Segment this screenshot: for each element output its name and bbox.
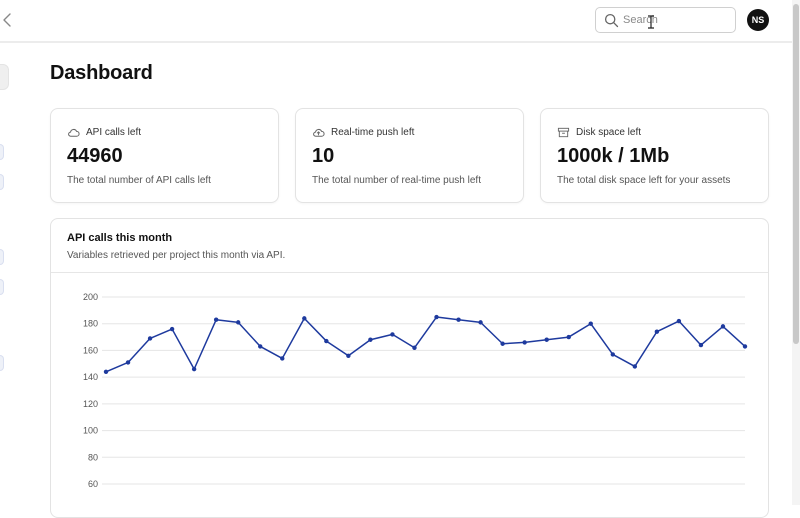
cloud-icon bbox=[68, 128, 80, 137]
archive-icon bbox=[557, 127, 570, 137]
data-point[interactable] bbox=[742, 344, 748, 349]
search-input[interactable] bbox=[623, 11, 728, 29]
data-point[interactable] bbox=[456, 317, 461, 322]
sidebar-item-active[interactable] bbox=[0, 64, 9, 90]
data-point[interactable] bbox=[478, 320, 483, 325]
data-point[interactable] bbox=[258, 344, 263, 349]
top-bar: NS bbox=[0, 0, 792, 43]
data-point[interactable] bbox=[500, 341, 505, 346]
data-point[interactable] bbox=[610, 352, 615, 357]
chart-card: API calls this month Variables retrieved… bbox=[50, 218, 769, 518]
data-point[interactable] bbox=[147, 336, 153, 341]
search-icon bbox=[604, 13, 619, 28]
data-point[interactable] bbox=[191, 366, 197, 372]
stat-card-disk-space: Disk space left 1000k / 1Mb The total di… bbox=[540, 108, 769, 203]
card-label: Disk space left bbox=[576, 126, 642, 138]
y-tick-label: 60 bbox=[88, 479, 98, 489]
chart-title: API calls this month bbox=[67, 232, 173, 244]
data-point[interactable] bbox=[588, 321, 593, 326]
data-point[interactable] bbox=[434, 314, 439, 320]
data-point[interactable] bbox=[566, 334, 571, 340]
data-point[interactable] bbox=[236, 320, 241, 325]
y-tick-label: 180 bbox=[83, 319, 98, 329]
y-tick-label: 160 bbox=[83, 345, 98, 355]
y-tick-label: 200 bbox=[83, 292, 98, 302]
card-label: Real-time push left bbox=[331, 126, 415, 138]
y-tick-label: 100 bbox=[83, 426, 98, 436]
data-point[interactable] bbox=[654, 329, 660, 334]
sidebar-item[interactable] bbox=[0, 174, 4, 190]
data-point[interactable] bbox=[346, 353, 351, 358]
card-value: 44960 bbox=[67, 145, 123, 167]
card-header: Real-time push left bbox=[312, 125, 414, 139]
data-point[interactable] bbox=[125, 360, 131, 365]
card-description: The total disk space left for your asset… bbox=[557, 175, 731, 186]
data-point[interactable] bbox=[720, 324, 726, 329]
stat-card-api-calls: API calls left 44960 The total number of… bbox=[50, 108, 279, 203]
data-point[interactable] bbox=[280, 356, 285, 361]
card-value: 1000k / 1Mb bbox=[557, 145, 670, 167]
data-point[interactable] bbox=[390, 332, 395, 337]
scrollbar-thumb[interactable] bbox=[793, 4, 799, 344]
data-point[interactable] bbox=[169, 326, 175, 332]
card-header: API calls left bbox=[67, 125, 141, 139]
sidebar-item[interactable] bbox=[0, 355, 4, 371]
series-line bbox=[105, 316, 746, 373]
data-point[interactable] bbox=[632, 364, 638, 369]
card-description: The total number of real-time push left bbox=[312, 175, 481, 186]
back-button[interactable] bbox=[0, 11, 14, 29]
chevron-left-icon bbox=[3, 13, 11, 27]
text-cursor-icon bbox=[648, 15, 654, 29]
data-point[interactable] bbox=[698, 342, 704, 348]
data-point[interactable] bbox=[213, 317, 219, 322]
chart-subtitle: Variables retrieved per project this mon… bbox=[67, 250, 286, 261]
y-tick-label: 140 bbox=[83, 372, 98, 382]
data-point[interactable] bbox=[544, 337, 549, 342]
sidebar-item[interactable] bbox=[0, 279, 4, 295]
sidebar-item[interactable] bbox=[0, 144, 4, 160]
y-tick-label: 80 bbox=[88, 452, 98, 462]
data-point[interactable] bbox=[324, 338, 329, 344]
search-box[interactable] bbox=[595, 7, 736, 33]
data-point[interactable] bbox=[103, 369, 109, 374]
data-point[interactable] bbox=[302, 316, 307, 321]
page-title: Dashboard bbox=[50, 62, 153, 84]
cloud-upload-icon bbox=[313, 128, 325, 137]
y-tick-label: 120 bbox=[83, 399, 98, 409]
card-description: The total number of API calls left bbox=[67, 175, 211, 186]
stat-card-realtime-push: Real-time push left 10 The total number … bbox=[295, 108, 524, 203]
card-label: API calls left bbox=[86, 126, 142, 138]
data-point[interactable] bbox=[368, 337, 373, 342]
chart-divider bbox=[51, 272, 768, 273]
avatar[interactable]: NS bbox=[747, 9, 769, 31]
card-header: Disk space left bbox=[557, 125, 641, 139]
line-chart: 200 180 160 140 120 100 80 60 bbox=[83, 292, 748, 489]
data-point[interactable] bbox=[522, 340, 527, 345]
sidebar-item[interactable] bbox=[0, 249, 4, 265]
card-value: 10 bbox=[312, 145, 335, 167]
data-point[interactable] bbox=[412, 345, 417, 350]
data-point[interactable] bbox=[676, 318, 682, 324]
